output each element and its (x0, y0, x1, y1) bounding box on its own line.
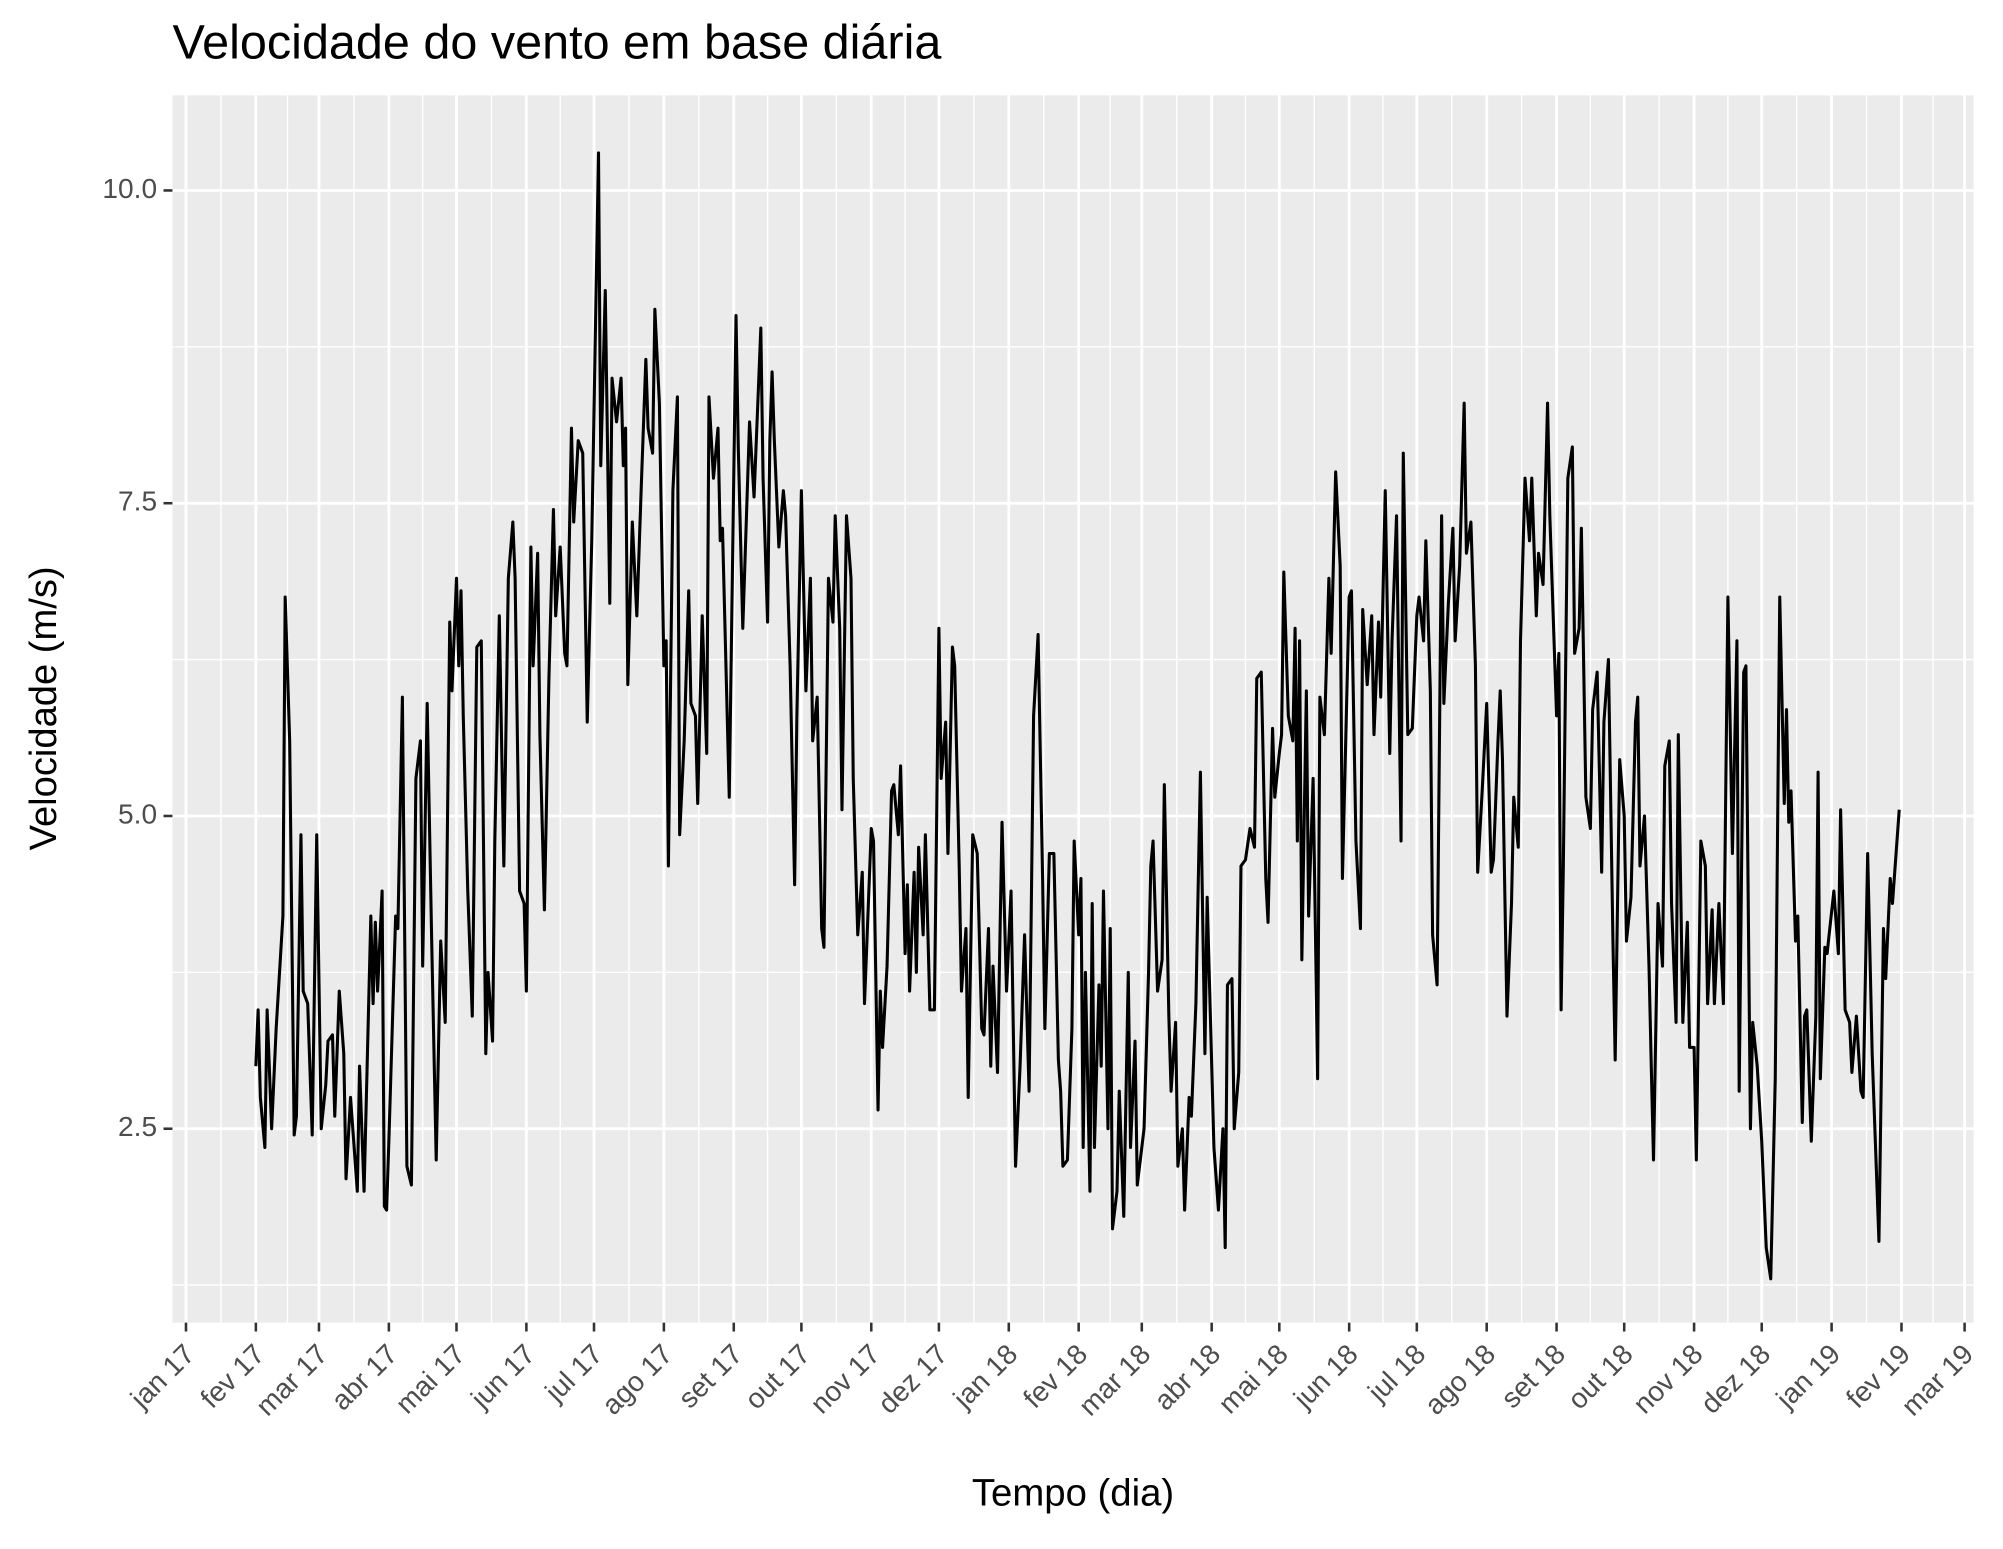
y-tick-label: 2.5 (118, 1111, 157, 1142)
data-line (254, 151, 1901, 1281)
y-axis-title: Velocidade (m/s) (22, 566, 65, 850)
chart-title: Velocidade do vento em base diária (172, 16, 941, 70)
y-tick-label: 5.0 (118, 798, 157, 829)
y-tick-label: 7.5 (118, 486, 157, 517)
x-axis-title: Tempo (dia) (972, 1472, 1174, 1515)
panel (172, 95, 1974, 1323)
marks (254, 151, 1901, 1281)
y-tick-label: 10.0 (102, 173, 157, 204)
